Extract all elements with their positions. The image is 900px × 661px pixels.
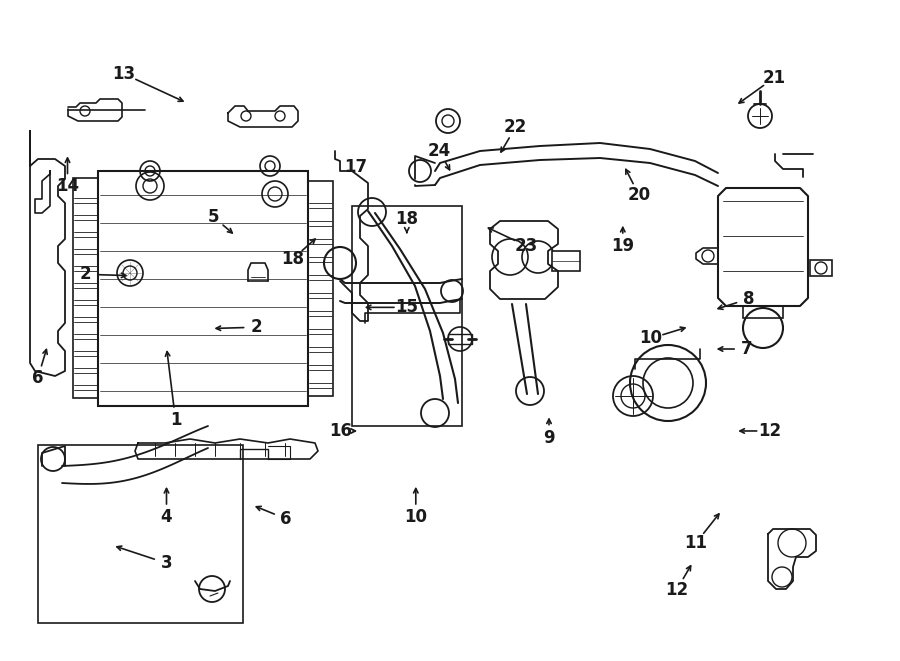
Bar	[308, 181, 333, 396]
Text: 17: 17	[344, 157, 367, 176]
Text: 3: 3	[161, 554, 172, 572]
Bar	[552, 251, 580, 271]
Bar	[38, 445, 243, 623]
Bar	[810, 260, 832, 276]
Text: 1: 1	[170, 410, 181, 429]
Text: 7: 7	[742, 340, 752, 358]
Bar	[743, 306, 783, 318]
Text: 13: 13	[112, 65, 136, 83]
Text: 15: 15	[395, 298, 419, 317]
Text: 18: 18	[281, 250, 304, 268]
Text: 21: 21	[762, 69, 786, 87]
Text: 10: 10	[639, 329, 662, 348]
Bar	[448, 334, 472, 344]
Text: 23: 23	[515, 237, 538, 255]
Text: 6: 6	[32, 369, 43, 387]
Text: 16: 16	[328, 422, 352, 440]
Bar	[352, 206, 462, 426]
Text: 24: 24	[428, 141, 451, 160]
Text: 4: 4	[161, 508, 172, 526]
Text: 18: 18	[395, 210, 419, 229]
Text: 11: 11	[684, 534, 707, 553]
Text: 12: 12	[758, 422, 781, 440]
Bar	[73, 178, 98, 398]
Text: 5: 5	[208, 208, 219, 226]
Text: 2: 2	[251, 318, 262, 336]
Text: 6: 6	[281, 510, 292, 528]
Text: 10: 10	[404, 508, 428, 526]
Text: 22: 22	[504, 118, 527, 136]
Text: 14: 14	[56, 177, 79, 196]
Text: 9: 9	[544, 428, 554, 447]
Text: 12: 12	[665, 580, 688, 599]
Text: 19: 19	[611, 237, 634, 255]
Bar	[98, 171, 308, 406]
Text: 8: 8	[743, 290, 754, 308]
Text: 2: 2	[80, 265, 91, 284]
Text: 20: 20	[627, 186, 651, 204]
